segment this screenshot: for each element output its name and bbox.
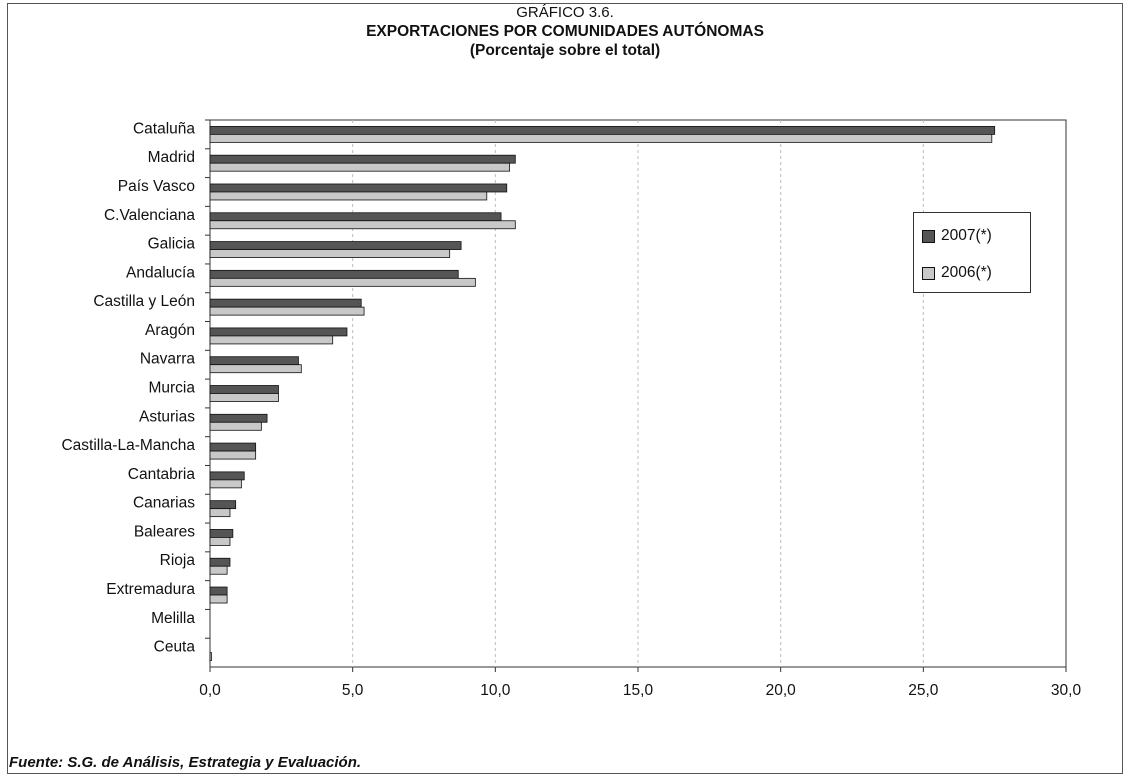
bar-2006 (209, 364, 302, 374)
source-note: Fuente: S.G. de Análisis, Estrategia y E… (9, 754, 362, 771)
x-tick-label: 20,0 (766, 682, 797, 699)
category-label: Asturias (139, 408, 195, 425)
legend-swatch-2007 (922, 229, 935, 243)
category-label: País Vasco (118, 178, 195, 195)
category-label: Cantabria (128, 466, 196, 483)
bar-2007 (209, 241, 462, 250)
category-label: Baleares (134, 523, 195, 540)
bar-2006 (209, 249, 451, 258)
x-tick-label: 25,0 (908, 682, 939, 699)
x-tick-label: 0,0 (199, 682, 221, 699)
chart-frame (7, 3, 1123, 774)
legend: 2007(*) 2006(*) (913, 212, 1031, 293)
bar-2007 (209, 586, 228, 596)
category-label: C.Valenciana (104, 207, 195, 224)
x-tick-label: 5,0 (342, 682, 364, 699)
bar-2006 (209, 565, 228, 575)
legend-item-2006: 2006(*) (922, 263, 992, 283)
bar-2006 (209, 450, 257, 460)
category-label: Castilla-La-Mancha (61, 437, 195, 454)
legend-item-2007: 2007(*) (922, 226, 992, 246)
x-tick-label: 30,0 (1051, 682, 1082, 699)
bar-2007 (209, 385, 279, 394)
category-label: Murcia (148, 380, 195, 397)
chart-header: GRÁFICO 3.6. EXPORTACIONES POR COMUNIDAD… (0, 3, 1130, 60)
bar-2007 (209, 298, 362, 308)
category-label: Ceuta (154, 639, 196, 656)
bar-2006 (209, 306, 365, 316)
bar-2006 (209, 594, 228, 604)
category-label: Melilla (151, 610, 195, 627)
bar-2006 (209, 479, 242, 489)
bar-2006 (209, 421, 262, 431)
category-label: Andalucía (126, 264, 195, 281)
bar-2007 (209, 442, 257, 452)
bar-2007 (209, 557, 231, 567)
bar-2007 (209, 269, 459, 279)
legend-label-2006: 2006(*) (941, 264, 992, 281)
bar-2007 (209, 154, 516, 164)
bar-2007 (209, 125, 996, 135)
bar-2007 (209, 500, 237, 510)
chart-pre-title: GRÁFICO 3.6. (516, 4, 614, 21)
bar-2007 (209, 471, 245, 481)
bar-2007 (209, 413, 268, 423)
bar-2006 (209, 162, 511, 172)
bar-2007 (209, 183, 508, 193)
legend-label-2007: 2007(*) (941, 227, 992, 244)
chart-title: EXPORTACIONES POR COMUNIDADES AUTÓNOMAS (366, 23, 764, 40)
bar-2006 (209, 277, 476, 287)
bar-2006 (209, 133, 993, 143)
category-label: Cataluña (133, 120, 195, 137)
bar-2006 (209, 508, 231, 518)
category-label: Madrid (148, 149, 195, 166)
bar-2007 (209, 529, 234, 538)
x-tick-label: 15,0 (623, 682, 654, 699)
bar-2006 (209, 652, 212, 662)
bar-2006 (209, 335, 334, 345)
legend-swatch-2006 (922, 266, 935, 280)
bar-2006 (209, 220, 516, 230)
category-label: Galicia (148, 236, 196, 253)
bar-2007 (209, 356, 299, 366)
bar-2006 (209, 537, 231, 546)
category-label: Aragón (145, 322, 195, 339)
bar-2006 (209, 393, 279, 402)
category-label: Extremadura (106, 581, 195, 598)
category-label: Castilla y León (93, 293, 195, 310)
chart-subtitle: (Porcentaje sobre el total) (469, 42, 661, 59)
category-label: Rioja (160, 552, 196, 569)
bar-2006 (209, 191, 488, 201)
bar-2007 (209, 327, 348, 337)
category-label: Canarias (133, 495, 195, 512)
x-tick-label: 10,0 (480, 682, 511, 699)
category-label: Navarra (140, 351, 196, 368)
bar-2007 (209, 212, 502, 222)
